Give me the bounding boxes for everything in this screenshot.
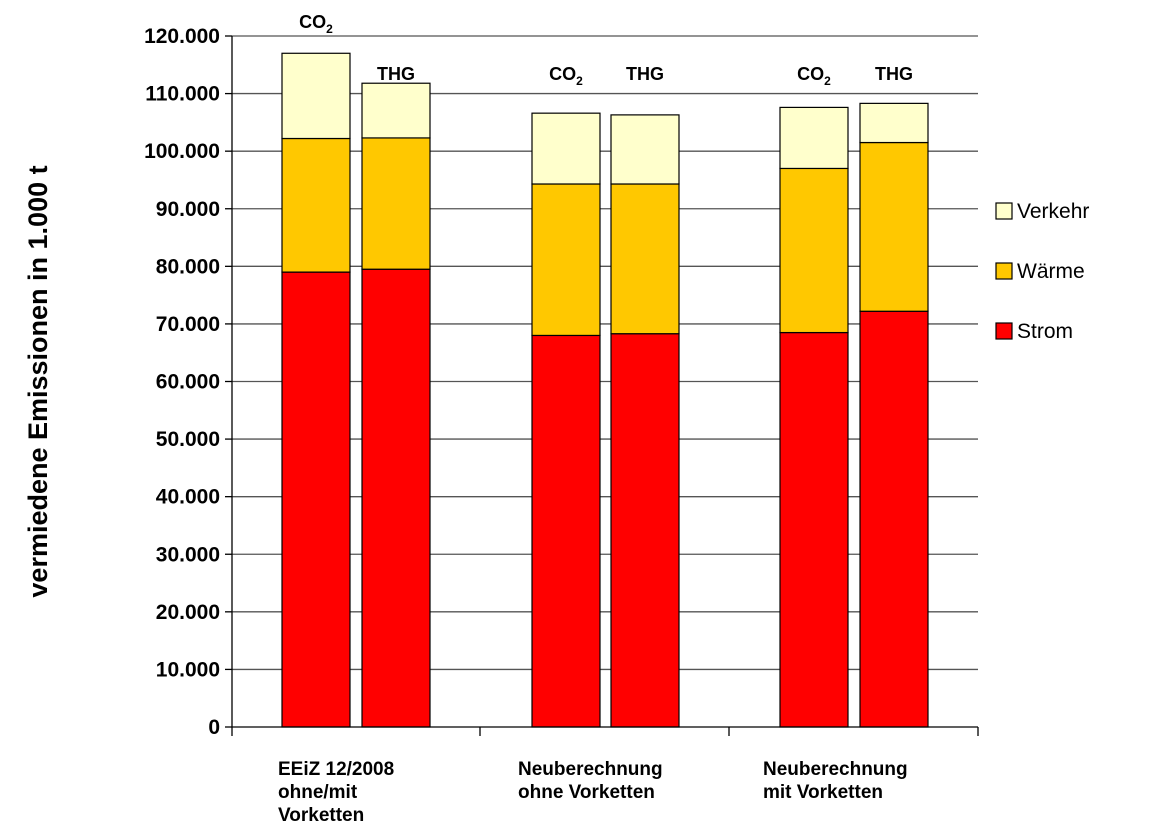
y-axis-label: vermiedene Emissionen in 1.000 t: [23, 165, 53, 597]
bar-segment-strom: [859, 310, 929, 728]
bar-segment-w-rme: [531, 183, 601, 337]
bar-label: THG: [626, 64, 664, 84]
bar-segment-verkehr: [610, 114, 680, 185]
y-tick-label: 80.000: [156, 255, 220, 278]
bar-segment-strom: [531, 334, 601, 728]
bar-segment-strom: [610, 333, 680, 728]
bar-segment-verkehr: [361, 82, 431, 139]
legend-swatch: [995, 202, 1013, 220]
legend-label: Strom: [1017, 320, 1073, 343]
y-tick-label: 30.000: [156, 543, 220, 566]
y-tick-label: 70.000: [156, 313, 220, 336]
y-tick-label: 90.000: [156, 198, 220, 221]
y-tick-label: 40.000: [156, 486, 220, 509]
x-category-label: Neuberechnung ohne Vorketten: [518, 759, 663, 803]
bar-segment-verkehr: [531, 112, 601, 185]
legend-label: Verkehr: [1017, 200, 1089, 223]
y-tick-label: 0: [208, 716, 220, 739]
bar-segment-verkehr: [779, 106, 849, 170]
bar-label: THG: [875, 64, 913, 84]
y-tick-label: 60.000: [156, 371, 220, 394]
bar-segment-w-rme: [610, 183, 680, 335]
bar-label: CO2: [797, 64, 831, 88]
y-tick-label: 100.000: [144, 140, 220, 163]
x-category-label: EEiZ 12/2008 ohne/mit Vorketten: [278, 759, 394, 826]
y-tick-label: 10.000: [156, 658, 220, 681]
bar-segment-w-rme: [361, 137, 431, 270]
bar-segment-strom: [779, 331, 849, 728]
y-tick-label: 50.000: [156, 428, 220, 451]
bar-segment-strom: [361, 268, 431, 728]
legend-label: Wärme: [1017, 260, 1085, 283]
y-tick-label: 110.000: [145, 83, 220, 106]
bar-segment-strom: [281, 271, 351, 728]
legend-swatch: [995, 322, 1013, 340]
legend-swatch: [995, 262, 1013, 280]
bar-segment-w-rme: [779, 167, 849, 334]
bar-label: THG: [377, 64, 415, 84]
bar-label: CO2: [299, 12, 333, 36]
x-category-label: Neuberechnung mit Vorketten: [763, 759, 908, 803]
bar-segment-w-rme: [859, 141, 929, 312]
bar-segment-verkehr: [859, 102, 929, 144]
bar-segment-verkehr: [281, 52, 351, 140]
bar-segment-w-rme: [281, 137, 351, 273]
y-tick-label: 20.000: [156, 601, 220, 624]
y-tick-label: 120.000: [144, 25, 220, 48]
bar-label: CO2: [549, 64, 583, 88]
